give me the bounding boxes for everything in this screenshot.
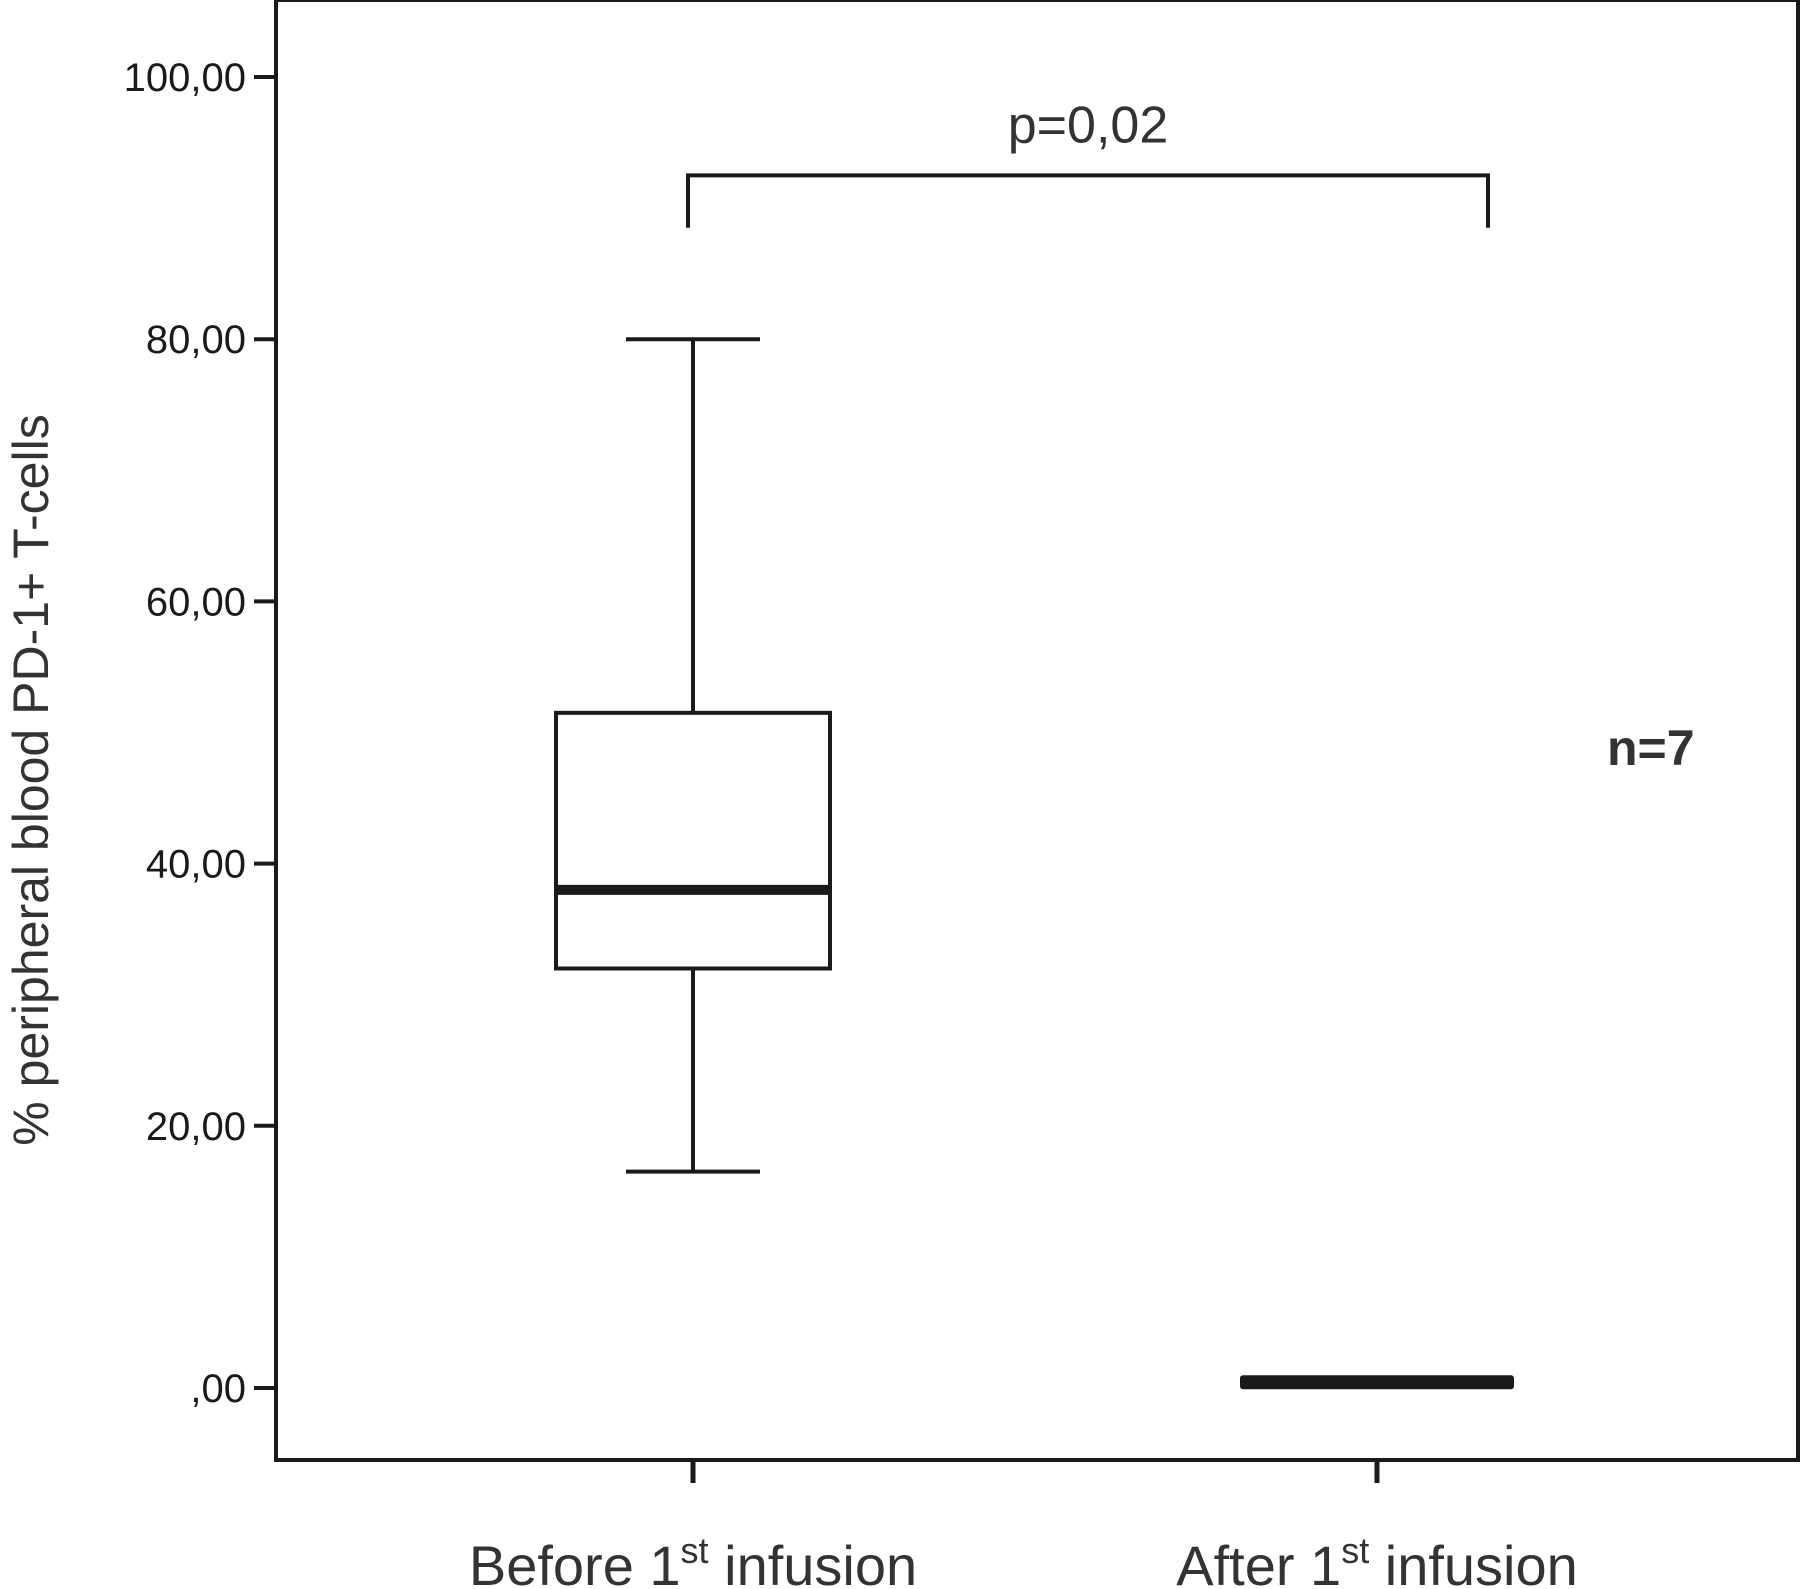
y-tick-label: 80,00 (146, 318, 246, 362)
y-axis: ,00 20,00 40,00 60,00 80,00 100,00 (124, 56, 276, 1411)
plot-frame (274, 0, 1800, 1462)
significance-annotation: p=0,02 (686, 96, 1490, 228)
y-tick-label: 100,00 (124, 56, 246, 100)
y-tick-label: 40,00 (146, 843, 246, 887)
x-category-label: Before 1st infusion (469, 1530, 917, 1589)
box-1 (554, 337, 832, 1174)
y-tick-label: 20,00 (146, 1105, 246, 1149)
box-iqr (554, 710, 832, 971)
p-value-label: p=0,02 (1008, 96, 1169, 154)
y-tick-label: 60,00 (146, 580, 246, 624)
x-axis: Before 1st infusion After 1st infusion (469, 1460, 1578, 1589)
x-category-label: After 1st infusion (1176, 1530, 1578, 1589)
y-tick-label: ,00 (190, 1367, 246, 1411)
y-axis-label: % peripheral blood PD-1+ T-cells (3, 414, 59, 1145)
significance-bracket (686, 173, 1490, 228)
sample-size-label: n=7 (1607, 720, 1695, 776)
box-2 (1240, 1375, 1514, 1390)
box-collapsed (1240, 1375, 1514, 1390)
boxes (554, 337, 1514, 1390)
